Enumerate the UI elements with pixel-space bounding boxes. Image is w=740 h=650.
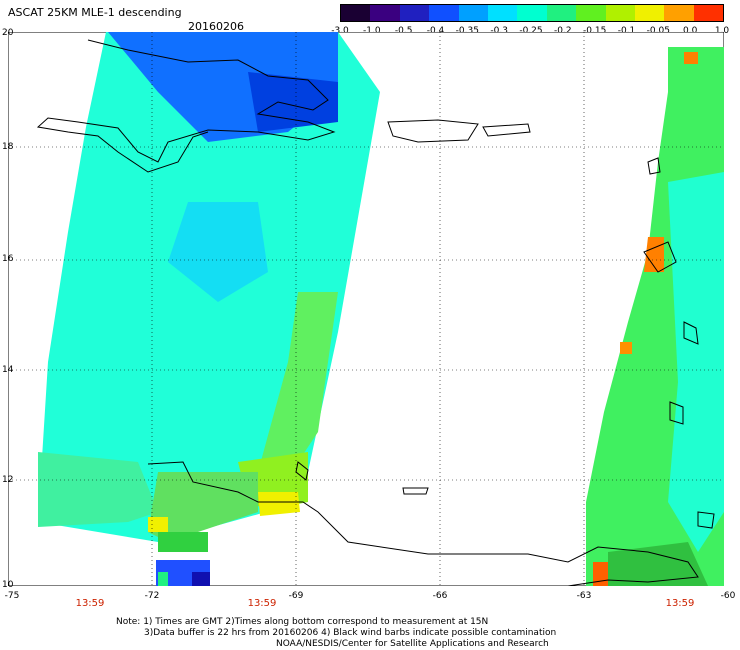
colorbar-segment	[664, 5, 694, 21]
colorbar-tick-label: -3.0	[331, 26, 349, 36]
lon-label-66: -66	[432, 591, 448, 601]
colorbar-segment	[429, 5, 459, 21]
map-date: 20160206	[188, 20, 244, 33]
colorbar-tick-label: -0.2	[554, 26, 572, 36]
colorbar-tick-label: -0.5	[394, 26, 413, 36]
colorbar-tick-label: -0.1	[617, 26, 636, 36]
colorbar	[340, 4, 724, 22]
colorbar-tick-label: -0.35	[455, 26, 479, 36]
colorbar-segment	[487, 5, 518, 21]
colorbar-tick-label: -1.0	[363, 26, 381, 36]
colorbar-tick-label: -0.3	[490, 26, 508, 36]
map-panel	[8, 32, 724, 586]
colorbar-tick-label: 0.0	[682, 26, 698, 36]
colorbar-segment	[370, 5, 400, 21]
colorbar-tick-labels: -3.0 -1.0 -0.5 -0.4 -0.35 -0.3 -0.25 -0.2 -0.15-…	[331, 26, 729, 38]
right-swath	[586, 47, 724, 586]
lat-label-10: 10	[2, 580, 14, 590]
lon-label-63: -63	[576, 591, 592, 601]
note-line-1: Note: 1) Times are GMT 2)Times along bot…	[116, 617, 489, 627]
left-swath	[38, 32, 380, 586]
colorbar-tick-label: 1.0	[714, 26, 730, 36]
lon-label-75: -75	[4, 591, 20, 601]
colorbar-segment	[634, 5, 665, 21]
colorbar-tick-label: -0.25	[519, 26, 543, 36]
lat-label-18: 18	[2, 142, 14, 152]
lon-label-60: -60	[720, 591, 736, 601]
colorbar-tick-label: -0.15	[583, 26, 607, 36]
lat-label-14: 14	[2, 365, 14, 375]
colorbar-segment	[341, 5, 371, 21]
time-label-left: 13:59	[75, 598, 105, 609]
colorbar-segment	[605, 5, 635, 21]
colorbar-tick-label: -0.4	[426, 26, 445, 36]
lat-label-16: 16	[2, 254, 14, 264]
lon-label-72: -72	[144, 591, 160, 601]
colorbar-segment	[693, 5, 724, 21]
note-line-2: 3)Data buffer is 22 hrs from 20160206 4)…	[144, 628, 557, 638]
colorbar-segment	[576, 5, 606, 21]
lat-label-12: 12	[2, 475, 14, 485]
coastlines	[36, 39, 715, 586]
time-label-middle: 13:59	[247, 598, 277, 609]
lon-label-69: -69	[288, 591, 304, 601]
colorbar-segment	[546, 5, 577, 21]
note-line-3: NOAA/NESDIS/Center for Satellite Applica…	[276, 639, 549, 649]
colorbar-segment	[517, 5, 547, 21]
colorbar-segment	[458, 5, 488, 21]
map-title: ASCAT 25KM MLE-1 descending	[8, 6, 182, 19]
colorbar-tick-label: -0.05	[646, 26, 670, 36]
colorbar-segment	[399, 5, 430, 21]
time-label-right: 13:59	[665, 598, 695, 609]
grid-lines	[8, 32, 724, 586]
lat-label-20: 20	[2, 28, 14, 38]
